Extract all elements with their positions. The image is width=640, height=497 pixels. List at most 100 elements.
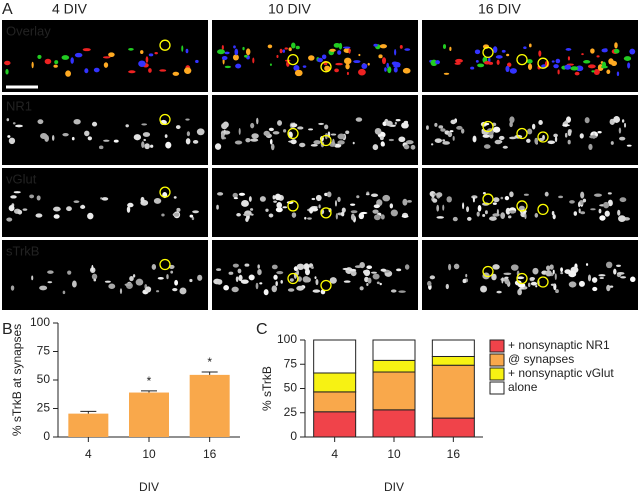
puncta xyxy=(551,60,555,63)
puncta xyxy=(84,130,90,137)
puncta xyxy=(588,143,593,151)
puncta xyxy=(153,197,162,204)
puncta xyxy=(290,123,298,128)
puncta xyxy=(15,124,23,128)
puncta xyxy=(80,205,86,209)
puncta xyxy=(276,271,284,275)
puncta xyxy=(245,217,249,222)
puncta xyxy=(280,280,283,284)
puncta xyxy=(523,46,527,49)
puncta xyxy=(627,62,631,69)
puncta xyxy=(195,59,199,64)
puncta xyxy=(276,202,283,209)
puncta xyxy=(406,200,412,203)
puncta xyxy=(393,65,401,68)
puncta xyxy=(311,197,316,201)
puncta xyxy=(593,193,602,197)
puncta xyxy=(567,56,571,61)
puncta xyxy=(426,125,429,130)
puncta xyxy=(216,279,223,285)
puncta xyxy=(104,280,111,283)
puncta xyxy=(313,140,321,145)
puncta xyxy=(482,134,490,138)
puncta xyxy=(82,48,91,52)
puncta xyxy=(455,58,463,63)
puncta xyxy=(569,200,575,204)
puncta xyxy=(517,288,522,296)
bar xyxy=(129,392,169,437)
puncta xyxy=(379,136,384,141)
puncta xyxy=(216,268,222,271)
puncta xyxy=(626,144,632,147)
puncta xyxy=(324,65,331,72)
puncta xyxy=(388,138,394,142)
puncta xyxy=(103,139,110,142)
puncta xyxy=(263,130,270,137)
puncta xyxy=(534,137,539,145)
puncta xyxy=(334,68,339,73)
puncta xyxy=(579,133,584,139)
y-tick-label: 100 xyxy=(30,315,50,329)
roi-circle xyxy=(320,279,332,292)
puncta xyxy=(66,206,72,212)
roi-circle xyxy=(482,46,494,59)
puncta xyxy=(67,270,72,275)
puncta xyxy=(335,213,338,220)
puncta xyxy=(387,66,392,74)
puncta xyxy=(113,139,119,143)
row-label: NR1 xyxy=(6,98,32,113)
puncta xyxy=(587,64,596,69)
puncta xyxy=(498,135,505,141)
puncta xyxy=(267,44,273,49)
puncta xyxy=(584,117,590,124)
puncta xyxy=(380,141,385,147)
puncta xyxy=(482,214,486,217)
puncta xyxy=(156,290,160,293)
puncta xyxy=(172,71,180,76)
puncta xyxy=(29,194,35,199)
puncta xyxy=(500,196,504,200)
puncta xyxy=(342,46,351,49)
panel-label: B xyxy=(2,321,13,338)
puncta xyxy=(71,136,75,141)
puncta xyxy=(150,144,154,148)
puncta xyxy=(133,134,142,141)
puncta xyxy=(189,278,193,283)
puncta xyxy=(545,270,552,277)
puncta xyxy=(142,132,151,137)
puncta xyxy=(514,280,522,286)
roi-circle xyxy=(516,200,528,212)
puncta xyxy=(44,58,52,65)
puncta xyxy=(476,211,480,217)
puncta xyxy=(259,196,266,202)
puncta xyxy=(380,214,385,220)
puncta xyxy=(61,55,70,60)
puncta xyxy=(600,65,608,69)
puncta xyxy=(568,270,577,278)
puncta xyxy=(371,271,377,274)
puncta xyxy=(616,271,625,275)
puncta xyxy=(394,121,397,125)
puncta xyxy=(452,216,458,222)
puncta xyxy=(360,211,368,215)
puncta xyxy=(271,264,278,270)
puncta xyxy=(582,198,587,203)
puncta xyxy=(386,62,389,69)
puncta xyxy=(235,63,242,69)
puncta xyxy=(442,44,447,49)
puncta xyxy=(224,65,231,69)
puncta xyxy=(404,48,411,51)
puncta xyxy=(480,285,488,293)
puncta xyxy=(461,128,465,134)
puncta xyxy=(315,194,322,202)
puncta xyxy=(65,70,71,77)
puncta xyxy=(126,206,131,213)
puncta xyxy=(606,69,611,74)
roi-circle xyxy=(516,127,528,140)
puncta xyxy=(297,126,304,130)
puncta xyxy=(312,289,321,293)
puncta xyxy=(436,204,440,212)
puncta xyxy=(184,67,192,74)
puncta xyxy=(491,273,497,281)
puncta xyxy=(302,276,310,283)
